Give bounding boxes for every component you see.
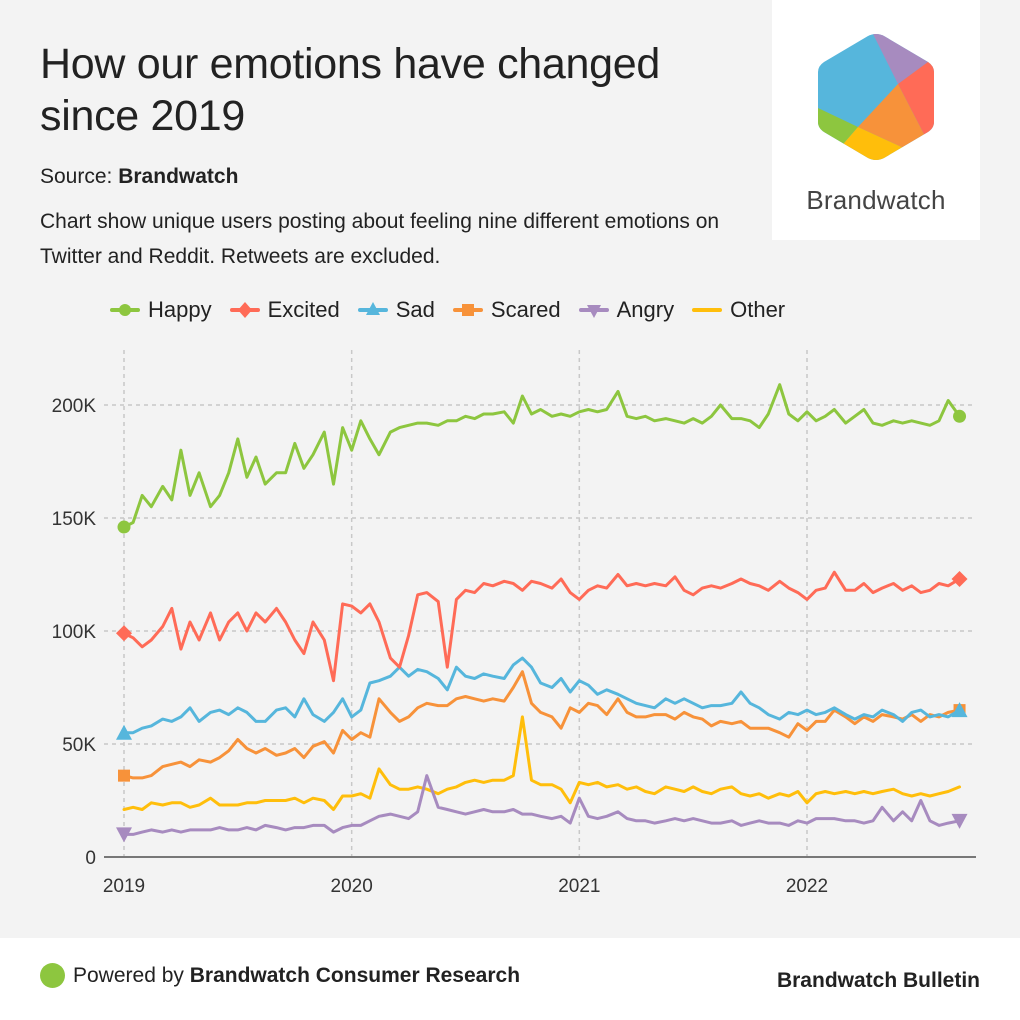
x-tick-label: 2021 bbox=[558, 876, 600, 897]
series-end-marker-sad bbox=[951, 702, 968, 718]
y-tick-label: 100K bbox=[52, 622, 97, 643]
logo-text: Brandwatch bbox=[806, 185, 946, 215]
page-title: How our emotions have changed since 2019 bbox=[40, 40, 660, 140]
series-line-happy bbox=[122, 383, 961, 529]
legend-item-excited: Excited bbox=[229, 297, 340, 323]
series-line-sad bbox=[122, 656, 961, 735]
legend-label: Excited bbox=[267, 297, 340, 322]
legend-swatch-triangle-down-icon bbox=[578, 305, 609, 318]
y-tick-label: 200K bbox=[52, 396, 97, 417]
series-line-excited bbox=[122, 570, 961, 683]
legend-item-happy: Happy bbox=[110, 297, 212, 323]
legend-label: Angry bbox=[616, 297, 675, 322]
legend-swatch-none-icon bbox=[692, 308, 723, 312]
chart-description: Chart show unique users posting about fe… bbox=[40, 210, 720, 268]
y-tick-label: 0 bbox=[85, 848, 96, 869]
powered-prefix: Powered by bbox=[73, 963, 184, 987]
powered-by: Powered by Brandwatch Consumer Research bbox=[40, 963, 520, 988]
green-dot-icon bbox=[40, 963, 65, 988]
series-start-marker-scared bbox=[118, 769, 130, 782]
brandwatch-hexagon-logo-icon bbox=[818, 34, 934, 160]
series-start-marker-angry bbox=[116, 827, 132, 843]
y-tick-label: 50K bbox=[62, 735, 96, 756]
legend-item-other: Other bbox=[692, 297, 785, 323]
legend-swatch-circle-icon bbox=[110, 304, 140, 316]
brandwatch-logo: Brandwatch bbox=[772, 0, 980, 240]
source-line: Source: Brandwatch bbox=[40, 165, 238, 189]
legend-item-sad: Sad bbox=[357, 297, 435, 323]
source-label: Source: bbox=[40, 165, 113, 188]
chart-legend: Happy Excited Sad Scared Angry Other bbox=[110, 297, 803, 323]
legend-item-angry: Angry bbox=[578, 297, 675, 323]
legend-item-scared: Scared bbox=[452, 297, 561, 323]
legend-label: Other bbox=[730, 297, 786, 322]
legend-swatch-triangle-up-icon bbox=[357, 302, 388, 315]
source-name: Brandwatch bbox=[118, 165, 239, 188]
line-chart: 0 50K 100K 150K 200K 2019 2020 2021 2022 bbox=[52, 350, 976, 897]
legend-swatch-square-icon bbox=[452, 304, 483, 316]
legend-label: Happy bbox=[148, 297, 212, 322]
legend-label: Scared bbox=[490, 297, 561, 322]
series-end-marker-angry bbox=[951, 813, 968, 829]
y-tick-label: 150K bbox=[52, 509, 97, 530]
series-line-angry bbox=[122, 774, 961, 836]
series-line-scared bbox=[122, 670, 961, 780]
series-start-marker-happy bbox=[117, 520, 131, 534]
x-tick-label: 2019 bbox=[103, 876, 145, 897]
series-line-other bbox=[122, 715, 961, 811]
powered-name: Brandwatch Consumer Research bbox=[189, 963, 521, 987]
series-end-marker-happy bbox=[953, 409, 967, 423]
series-start-marker-sad bbox=[116, 724, 132, 740]
series-end-marker-excited bbox=[951, 571, 968, 588]
footer: Powered by Brandwatch Consumer Research … bbox=[0, 938, 1020, 1020]
x-tick-label: 2022 bbox=[786, 876, 828, 897]
x-tick-label: 2020 bbox=[331, 876, 373, 897]
series-start-marker-excited bbox=[116, 625, 132, 642]
legend-label: Sad bbox=[395, 297, 435, 322]
legend-swatch-diamond-icon bbox=[229, 302, 260, 318]
brandwatch-bulletin: Brandwatch Bulletin bbox=[776, 969, 980, 992]
